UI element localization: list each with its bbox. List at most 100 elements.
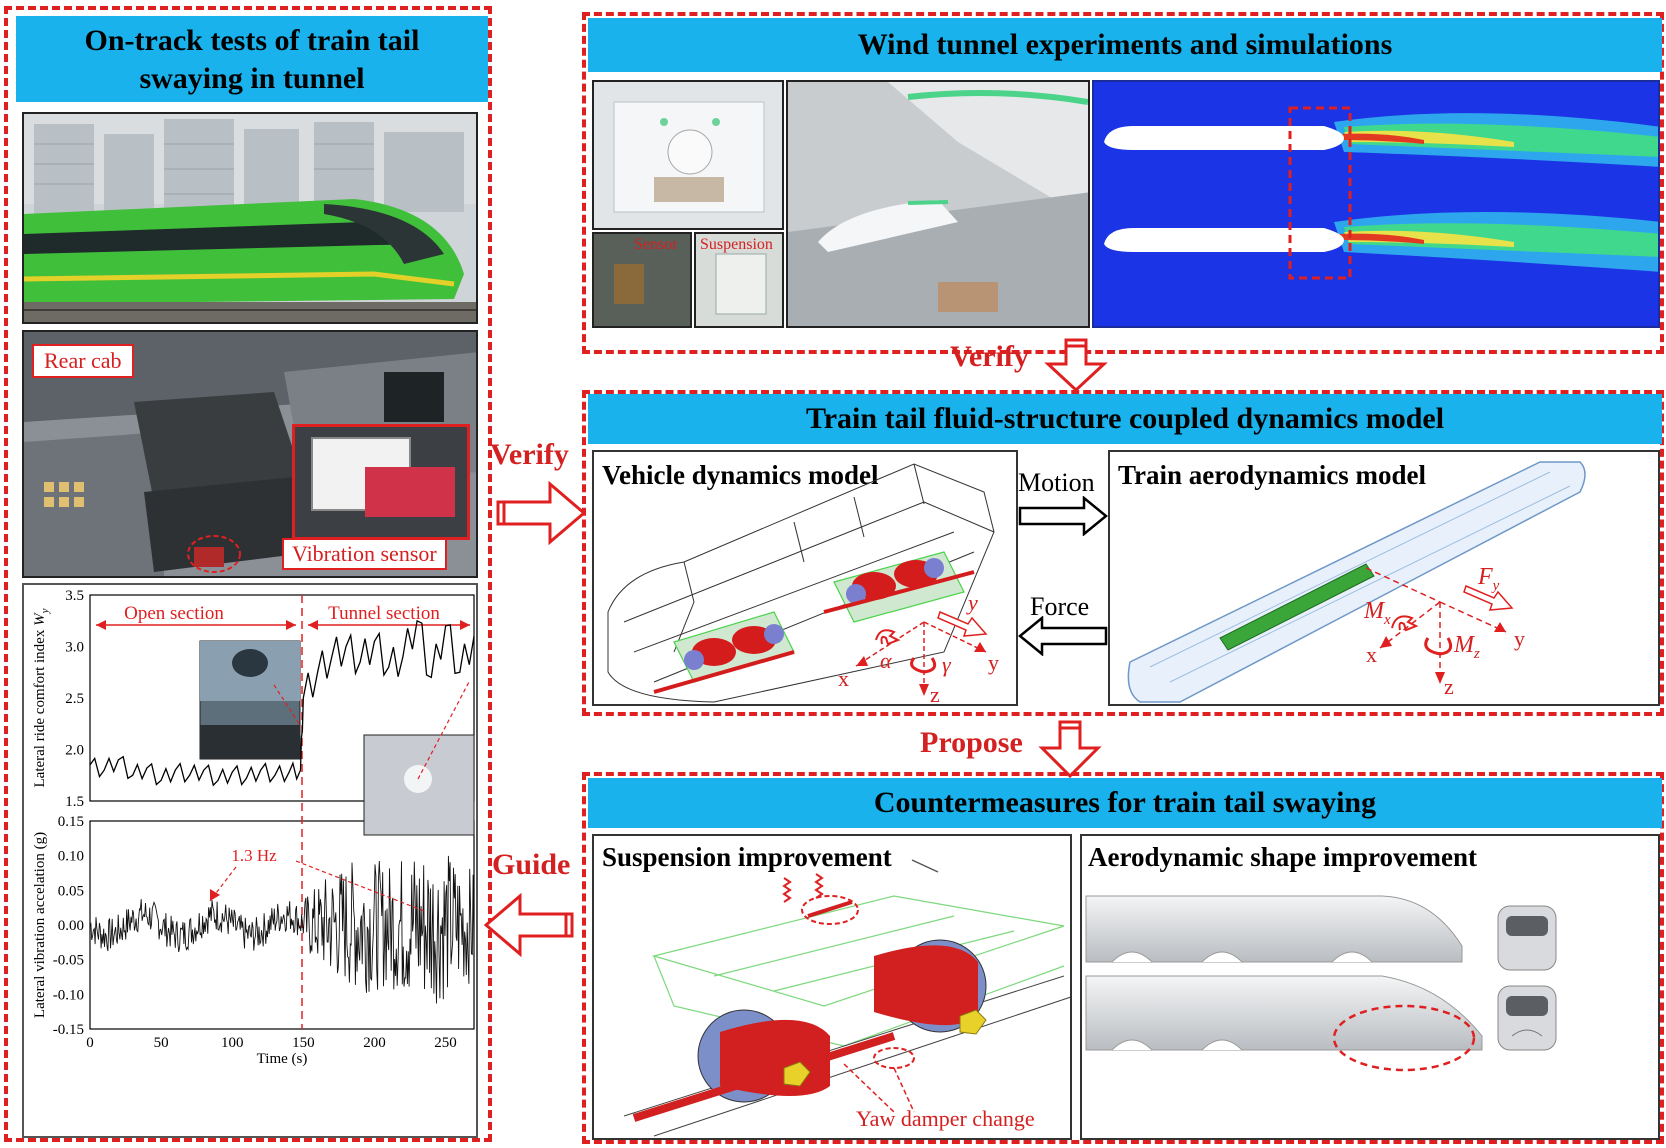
aero-moment-Mz: Mz xyxy=(1454,632,1480,662)
vibration-sensor-box xyxy=(292,424,470,540)
flow-simulation-image xyxy=(1092,80,1660,328)
coupled-model-title: Train tail fluid-structure coupled dynam… xyxy=(588,394,1662,444)
rear-cab-photo: Rear cab Vibration sensor xyxy=(22,330,478,578)
accel-y-tick-label: -0.05 xyxy=(53,953,84,969)
vehicle-wireframe-illustration xyxy=(607,463,995,703)
accel-y-tick-label: -0.15 xyxy=(53,1022,84,1038)
comfort-chart-frame xyxy=(89,594,475,802)
left-section-title: On-track tests of train tail swaying in … xyxy=(16,16,488,102)
accel-y-tick-label: 0.05 xyxy=(58,883,84,899)
countermeasures-section-frame xyxy=(582,772,1664,1144)
time-x-tick-label: 200 xyxy=(363,1035,386,1051)
motion-arrow-icon xyxy=(1018,496,1108,536)
accel-y-axis-label: Lateral vibration accelation (g) xyxy=(32,832,48,1018)
aero-moment-Mx: Mx xyxy=(1364,598,1391,628)
flow-simulation-illustration xyxy=(1094,82,1658,326)
wake-highlight-box xyxy=(1288,106,1352,280)
vehicle-axis-alpha: α xyxy=(880,648,892,673)
tunnel-section-arrowhead-left xyxy=(308,620,318,630)
accel-y-tick-label: -0.10 xyxy=(53,987,84,1003)
suspension-label: Suspension xyxy=(700,236,773,253)
aero-shape-improvement-title: Aerodynamic shape improvement xyxy=(1088,842,1477,872)
time-x-tick-label: 50 xyxy=(154,1035,169,1051)
open-section-arrowhead-left xyxy=(96,620,106,630)
countermeasures-title: Countermeasures for train tail swaying xyxy=(588,778,1662,828)
vehicle-axis-z: z xyxy=(930,682,940,706)
sensor-label: Sensor xyxy=(634,236,678,253)
vehicle-axis-x: x xyxy=(838,666,849,691)
time-axis-label: Time (s) xyxy=(257,1051,308,1067)
verify-left-label: Verify xyxy=(490,438,569,471)
accel-y-tick-label: 0.00 xyxy=(58,918,84,934)
accel-y-tick-label: 0.10 xyxy=(58,849,84,865)
comfort-y-axis-label: Lateral ride comfort index Wy xyxy=(32,608,51,787)
frequency-annotation: 1.3 Hz xyxy=(231,846,277,865)
force-label: Force xyxy=(1030,592,1090,621)
measurement-charts: Open section Tunnel section 3.5 3.0 2.5 2.0… xyxy=(22,583,478,1138)
propose-label: Propose xyxy=(920,726,1023,759)
model-photo-illustration xyxy=(594,82,782,228)
tunnel-section-label: Tunnel section xyxy=(328,603,440,624)
accel-y-ticks: 0.15 0.10 0.05 0.00 -0.05 -0.10 -0.15 xyxy=(53,814,84,1038)
propose-down-arrow-icon xyxy=(1038,720,1102,779)
accel-x-ticks: 0 50 100 150 200 250 xyxy=(86,1035,457,1051)
sensor-device-red xyxy=(365,467,455,517)
time-x-tick-label: 100 xyxy=(221,1035,244,1051)
aero-force-Fy: Fy xyxy=(1478,564,1500,594)
wind-tunnel-title: Wind tunnel experiments and simulations xyxy=(588,18,1662,72)
suspension-improvement-panel: Suspension improvement Yaw damper change xyxy=(592,834,1072,1140)
train-photo-illustration xyxy=(24,114,476,322)
vehicle-axis-y: y xyxy=(988,650,999,675)
accel-y-tick-label: 0.15 xyxy=(58,814,84,830)
verify-top-label: Verify xyxy=(950,340,1029,373)
verify-down-arrow-icon xyxy=(1044,338,1108,393)
vehicle-dynamics-title: Vehicle dynamics model xyxy=(602,460,879,490)
guide-label: Guide xyxy=(492,848,571,881)
aero-axis-y: y xyxy=(1514,626,1525,651)
wind-tunnel-setup-photo xyxy=(786,80,1090,328)
comfort-y-ticks: 3.5 3.0 2.5 2.0 1.5 xyxy=(65,588,84,810)
open-section-label: Open section xyxy=(124,603,224,624)
aero-shape-improvement-panel: Aerodynamic shape improvement xyxy=(1080,834,1660,1140)
accel-series-trace xyxy=(89,855,475,1004)
left-section-frame xyxy=(4,6,492,1142)
measurement-charts-svg: Open section Tunnel section 3.5 3.0 2.5 2.0… xyxy=(32,588,475,1067)
wind-tunnel-model-photo xyxy=(592,80,784,230)
open-section-arrowhead-right xyxy=(286,620,296,630)
vehicle-dynamics-panel: Vehicle dynamics model xyxy=(592,450,1018,706)
time-x-tick-label: 150 xyxy=(292,1035,315,1051)
setup-photo-illustration xyxy=(788,82,1088,326)
comfort-series-line xyxy=(89,619,475,787)
suspension-improvement-title: Suspension improvement xyxy=(602,842,892,872)
aerodynamics-title: Train aerodynamics model xyxy=(1118,460,1426,490)
motion-label: Motion xyxy=(1018,468,1095,497)
aerodynamics-panel: Train aerodynamics model Fy Mx Mz x y z xyxy=(1108,450,1660,706)
sensor-photo-illustration xyxy=(594,234,690,326)
comfort-y-tick-label: 3.5 xyxy=(65,588,84,604)
comfort-y-tick-label: 2.5 xyxy=(65,691,84,707)
aero-axis-x: x xyxy=(1366,642,1377,667)
suspension-photo: Suspension xyxy=(694,232,784,328)
vibration-sensor-label: Vibration sensor xyxy=(282,538,447,570)
suspension-photo-illustration xyxy=(696,234,782,326)
guide-left-arrow-icon xyxy=(484,892,574,958)
sensor-photo: Sensor xyxy=(592,232,692,328)
vehicle-axis-y-italic: y xyxy=(968,590,978,615)
train-photo xyxy=(22,112,478,324)
vehicle-axis-gamma: γ xyxy=(942,652,951,677)
tunnel-train-illustration xyxy=(1127,461,1586,703)
coupled-model-section-frame xyxy=(582,390,1664,716)
wind-tunnel-section-frame xyxy=(582,12,1664,354)
comfort-y-tick-label: 3.0 xyxy=(65,640,84,656)
comfort-y-tick-label: 1.5 xyxy=(65,794,84,810)
upper-wake xyxy=(1334,113,1658,167)
bogie-illustration xyxy=(623,859,1070,1137)
aero-axis-z: z xyxy=(1444,674,1454,699)
tunnel-section-arrowhead-right xyxy=(460,620,470,630)
verify-right-arrow-icon xyxy=(496,480,587,546)
nose-shape-illustration xyxy=(1085,895,1557,1072)
lower-wake xyxy=(1334,212,1658,272)
force-arrow-icon xyxy=(1018,616,1108,656)
yaw-damper-label: Yaw damper change xyxy=(856,1106,1035,1131)
time-x-tick-label: 0 xyxy=(86,1035,94,1051)
